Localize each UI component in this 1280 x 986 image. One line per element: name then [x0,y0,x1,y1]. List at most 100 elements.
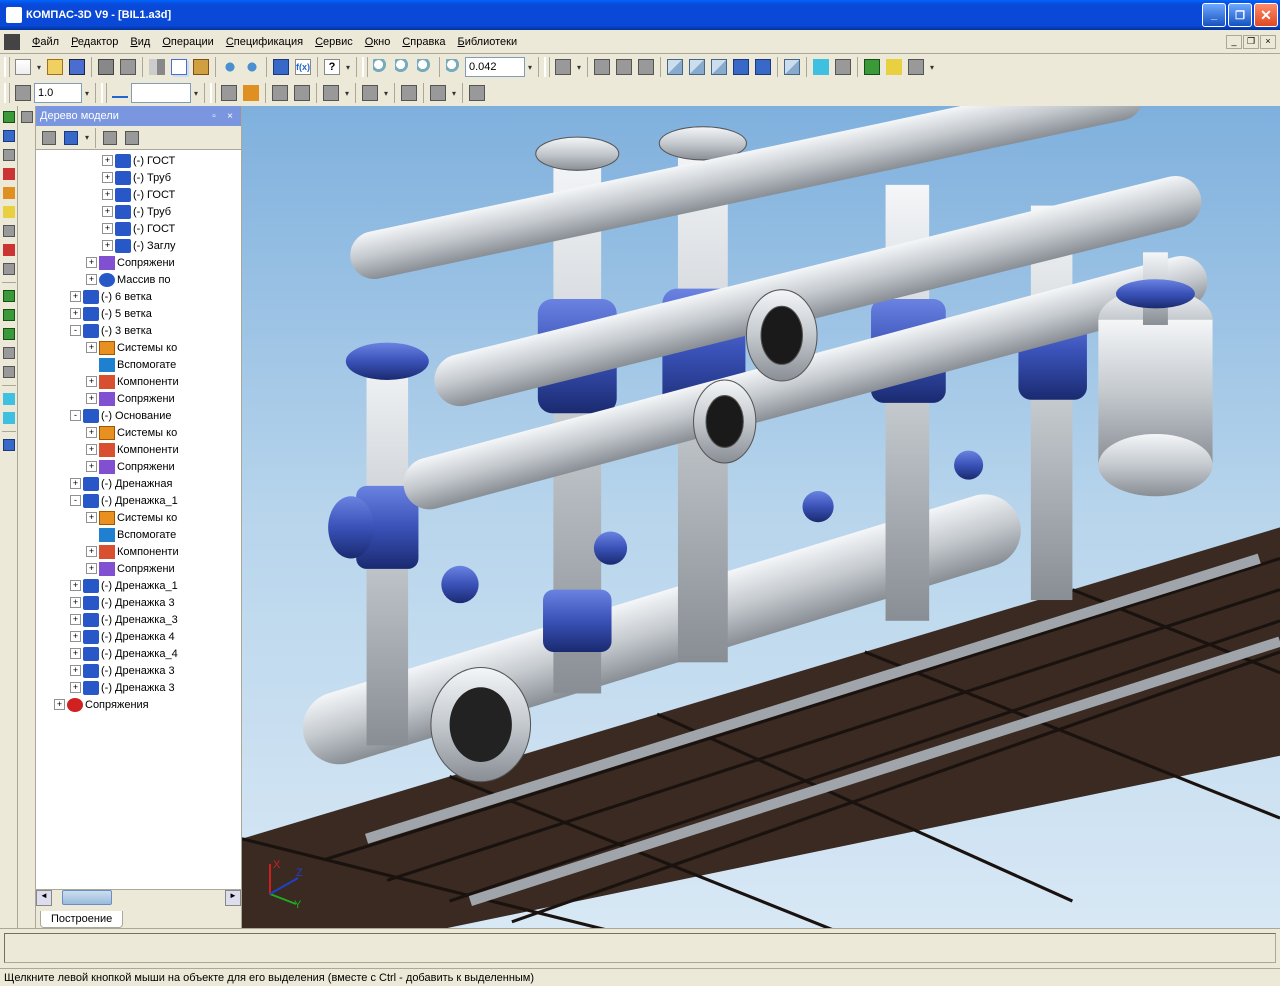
redo-button[interactable] [241,56,263,78]
toolbar-grip[interactable] [544,57,550,77]
menu-спецификация[interactable]: Спецификация [220,34,309,50]
tree-node[interactable]: -(-) Основание [36,407,241,424]
toolbar-grip[interactable] [210,83,216,103]
perspective-button[interactable] [781,56,803,78]
expander-icon[interactable]: + [70,580,81,591]
expander-icon[interactable]: + [102,240,113,251]
vtool-aux-2-icon[interactable] [1,409,17,427]
tree-node[interactable]: +(-) Заглу [36,237,241,254]
orient-button[interactable] [552,56,574,78]
vtool-op-5-icon[interactable] [1,363,17,381]
spin-button[interactable] [635,56,657,78]
vtool-aux-1-icon[interactable] [1,390,17,408]
rotate-button[interactable] [613,56,635,78]
tree-node[interactable]: +(-) ГОСТ [36,220,241,237]
menu-библиотеки[interactable]: Библиотеки [452,34,524,50]
pan-button[interactable] [591,56,613,78]
tree-node[interactable]: Вспомогате [36,356,241,373]
expander-icon[interactable]: + [102,189,113,200]
tree-node[interactable]: +Системы ко [36,339,241,356]
tree-title-bar[interactable]: Дерево модели ▫ × [36,106,241,126]
tree-node[interactable]: +Компоненти [36,373,241,390]
grid-button[interactable] [320,82,342,104]
expander-icon[interactable]: - [70,410,81,421]
vtool-lib-icon[interactable] [1,436,17,454]
menu-файл[interactable]: Файл [26,34,65,50]
3d-viewport[interactable]: X Y Z [242,106,1280,928]
tree-close-icon[interactable]: × [223,109,237,123]
expander-icon[interactable]: + [102,155,113,166]
toolbar-grip[interactable] [101,83,107,103]
tree-h-scrollbar[interactable]: ◄ ► [36,889,241,906]
expander-icon[interactable]: + [70,682,81,693]
tab-build[interactable]: Построение [40,911,123,928]
tree-tool-3-icon[interactable] [99,127,121,149]
tree-node[interactable]: +(-) Труб [36,169,241,186]
vtool-op-2-icon[interactable] [1,306,17,324]
variables-button[interactable]: f(x) [292,56,314,78]
rebuild-button[interactable] [861,56,883,78]
menu-вид[interactable]: Вид [124,34,156,50]
tree-node[interactable]: -(-) 3 ветка [36,322,241,339]
expander-icon[interactable]: + [54,699,65,710]
lcs-button[interactable] [398,82,420,104]
nohidden-button[interactable] [708,56,730,78]
tree-tool-2-icon[interactable] [60,127,82,149]
expander-icon[interactable]: + [86,342,97,353]
undo-button[interactable] [219,56,241,78]
print-button[interactable] [95,56,117,78]
pin-icon[interactable]: ▫ [207,109,221,123]
tree-node[interactable]: +(-) Дренажка 4 [36,628,241,645]
tree-node[interactable]: +Сопряжени [36,560,241,577]
style-button[interactable] [109,82,131,104]
sketch-btn-3[interactable] [269,82,291,104]
vtool-param-icon[interactable] [1,184,17,202]
tree-tool-4-icon[interactable] [121,127,143,149]
tree-node[interactable]: +Компоненти [36,543,241,560]
wireframe-button[interactable] [664,56,686,78]
vtool-edit-icon[interactable] [1,165,17,183]
shaded-edges-button[interactable] [752,56,774,78]
vtool-geom-icon[interactable] [1,108,17,126]
vtool-select-icon[interactable] [1,222,17,240]
hidden-button[interactable] [686,56,708,78]
tree-node[interactable]: Вспомогате [36,526,241,543]
mdi-close-button[interactable]: × [1260,35,1276,49]
maximize-button[interactable]: ❐ [1228,3,1252,27]
expander-icon[interactable]: + [70,308,81,319]
expander-icon[interactable]: + [70,648,81,659]
tree-node[interactable]: +(-) Дренажка 3 [36,662,241,679]
sketch-btn-2[interactable] [240,82,262,104]
tree-tool-1-icon[interactable] [38,127,60,149]
tree-node[interactable]: +(-) 6 ветка [36,288,241,305]
mdi-restore-button[interactable]: ❐ [1243,35,1259,49]
linestyle-select[interactable] [131,83,191,103]
tree-node[interactable]: +Системы ко [36,509,241,526]
expander-icon[interactable]: + [86,427,97,438]
zoom-fit-button[interactable] [443,56,465,78]
vtool-op-1-icon[interactable] [1,287,17,305]
tree-node[interactable]: +Сопряжения [36,696,241,713]
vtool-measure-icon[interactable] [1,203,17,221]
expander-icon[interactable]: + [70,665,81,676]
zoom-out-button[interactable] [392,56,414,78]
sketch-btn-4[interactable] [291,82,313,104]
menu-редактор[interactable]: Редактор [65,34,124,50]
expander-icon[interactable]: + [86,274,97,285]
expander-icon[interactable]: + [70,631,81,642]
tree-node[interactable]: +Компоненти [36,441,241,458]
tree-node[interactable]: +Сопряжени [36,458,241,475]
vtool-tag-icon[interactable] [1,146,17,164]
zoom-in-button[interactable] [370,56,392,78]
toolbar-grip[interactable] [4,57,10,77]
vtool-op-3-icon[interactable] [1,325,17,343]
tree-node[interactable]: +(-) Дренажка 3 [36,594,241,611]
tree-node[interactable]: +(-) Дренажная [36,475,241,492]
tree-node[interactable]: +Системы ко [36,424,241,441]
context-help-button[interactable]: ? [321,56,343,78]
vtool-dim-icon[interactable] [1,127,17,145]
tree-node[interactable]: +(-) 5 ветка [36,305,241,322]
expander-icon[interactable]: + [86,393,97,404]
zoom-input[interactable] [465,57,525,77]
section-button[interactable] [810,56,832,78]
